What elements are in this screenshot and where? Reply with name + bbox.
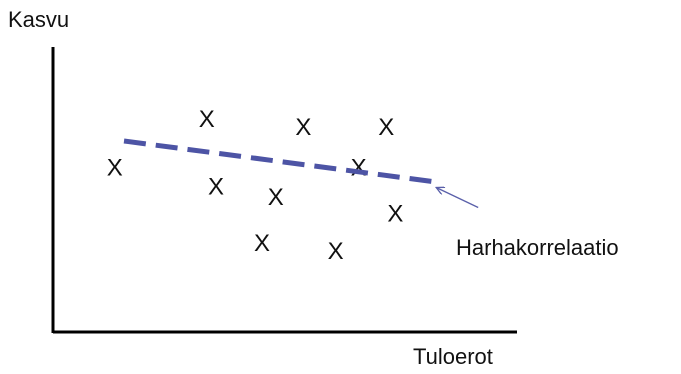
scatter-point: X: [107, 155, 123, 182]
y-axis-label: Kasvu: [8, 7, 69, 32]
annotation-arrow: [436, 188, 479, 209]
x-axis-label: Tuloerot: [413, 344, 493, 369]
scatter-point: X: [295, 114, 311, 141]
scatter-point: X: [387, 200, 403, 227]
scatter-point: X: [208, 173, 224, 200]
scatter-point: X: [199, 106, 215, 133]
annotation-label: Harhakorrelaatio: [456, 235, 619, 260]
scatter-point: X: [351, 155, 367, 182]
scatter-point: X: [254, 230, 270, 257]
scatter-point: X: [268, 184, 284, 211]
scatter-point: X: [378, 114, 394, 141]
scatter-point: X: [328, 238, 344, 265]
trend-line: [123, 138, 433, 184]
